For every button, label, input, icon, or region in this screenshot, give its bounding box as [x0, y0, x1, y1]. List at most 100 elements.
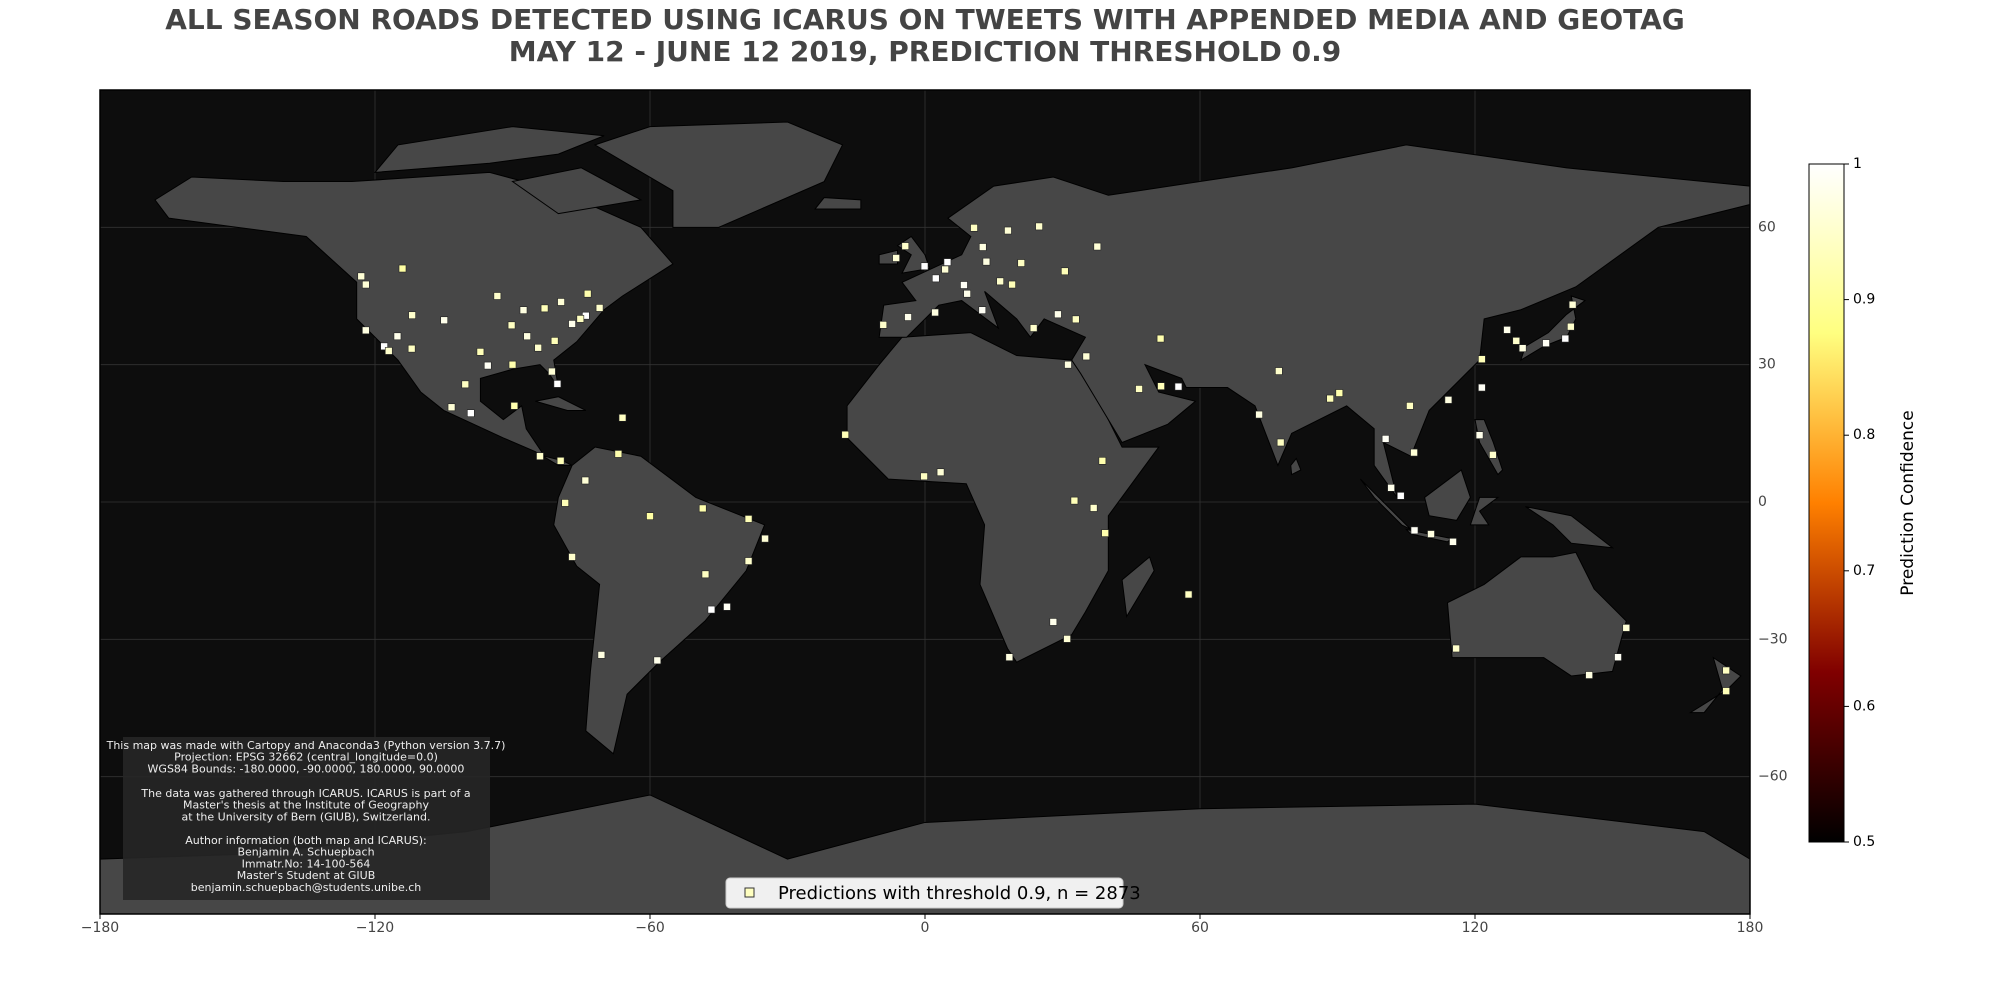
point — [996, 277, 1004, 286]
point — [362, 280, 370, 289]
point — [1174, 382, 1183, 391]
point — [440, 316, 449, 325]
point — [553, 380, 562, 388]
point — [483, 361, 492, 370]
point — [1093, 242, 1102, 251]
point — [1276, 438, 1285, 447]
point — [978, 243, 987, 251]
point — [841, 430, 850, 439]
point — [507, 321, 516, 330]
point — [892, 254, 900, 262]
point — [970, 223, 978, 232]
point — [744, 557, 753, 565]
point — [1017, 259, 1026, 267]
point — [1585, 671, 1593, 679]
map-area — [100, 90, 1750, 914]
point — [904, 313, 912, 321]
colorbar-tick-label: 0.9 — [1853, 292, 1875, 308]
point — [1566, 322, 1575, 331]
point — [447, 403, 456, 412]
point — [653, 656, 662, 665]
point — [1489, 451, 1497, 459]
info-line: Benjamin A. Schuepbach — [237, 846, 374, 859]
point — [920, 262, 929, 271]
point — [1427, 530, 1435, 538]
point — [393, 332, 402, 341]
y-tick-label: 30 — [1758, 357, 1776, 373]
point — [1184, 590, 1193, 599]
colorbar — [1808, 163, 1845, 843]
point — [597, 651, 606, 659]
point — [1503, 326, 1511, 334]
point — [920, 472, 928, 481]
point — [1722, 666, 1730, 675]
info-background — [123, 737, 490, 900]
point — [1396, 492, 1405, 500]
point — [941, 265, 949, 274]
point — [595, 304, 604, 312]
point — [982, 257, 991, 266]
point — [362, 326, 370, 335]
point — [931, 308, 939, 317]
australia — [1447, 552, 1626, 676]
sri-lanka — [1291, 459, 1301, 475]
point — [978, 306, 987, 314]
point — [1071, 315, 1080, 324]
point — [548, 367, 556, 376]
point — [1063, 635, 1071, 643]
info-line: benjamin.schuepbach@students.unibe.ch — [191, 881, 422, 894]
x-tick-label: 0 — [921, 920, 930, 936]
point — [1335, 389, 1344, 397]
y-tick-label: −60 — [1758, 769, 1788, 785]
point — [576, 315, 585, 323]
y-tick-label: 0 — [1758, 494, 1767, 510]
point — [1255, 410, 1263, 419]
baffin-island — [513, 168, 641, 214]
point — [568, 553, 576, 561]
x-tick-label: −120 — [356, 920, 394, 936]
point — [1064, 360, 1072, 369]
x-tick-label: −60 — [635, 920, 665, 936]
point — [1098, 456, 1107, 465]
y-tick-label: 60 — [1758, 219, 1776, 235]
info-line: The data was gathered through ICARUS. IC… — [140, 787, 470, 800]
info-line: WGS84 Bounds: -180.0000, -90.0000, 180.0… — [148, 762, 465, 775]
legend-text: Predictions with threshold 0.9, n = 2873 — [778, 883, 1141, 904]
point — [1444, 396, 1453, 404]
point — [1049, 618, 1058, 626]
new-guinea — [1525, 507, 1612, 548]
point — [561, 499, 570, 507]
point — [1070, 496, 1079, 505]
x-tick-label: −180 — [81, 920, 119, 936]
point — [1101, 529, 1109, 537]
point — [1089, 504, 1098, 512]
point — [357, 272, 366, 281]
points — [357, 222, 1730, 695]
point — [408, 311, 416, 320]
point — [540, 304, 549, 313]
point — [568, 320, 576, 328]
point — [1452, 644, 1461, 653]
legend-box — [725, 877, 1124, 909]
point — [1381, 435, 1390, 443]
point — [384, 347, 393, 355]
point — [1387, 484, 1395, 492]
x-tick-label: 60 — [1191, 920, 1209, 936]
point — [407, 344, 416, 353]
info-line: Author information (both map and ICARUS)… — [185, 834, 427, 847]
point — [1082, 352, 1091, 361]
greenland — [595, 122, 842, 227]
y-tick-label: −30 — [1758, 631, 1788, 647]
eurasia — [879, 145, 1750, 497]
sumatra — [1360, 479, 1410, 529]
point — [1060, 267, 1069, 276]
info-box: This map was made with Cartopy and Anaco… — [106, 737, 506, 900]
colorbar-tick-label: 1 — [1853, 156, 1862, 172]
point — [1406, 402, 1414, 410]
borneo — [1425, 470, 1471, 520]
info-line: This map was made with Cartopy and Anaco… — [106, 739, 506, 752]
point — [461, 380, 470, 389]
point — [1614, 653, 1622, 661]
point — [557, 298, 565, 306]
